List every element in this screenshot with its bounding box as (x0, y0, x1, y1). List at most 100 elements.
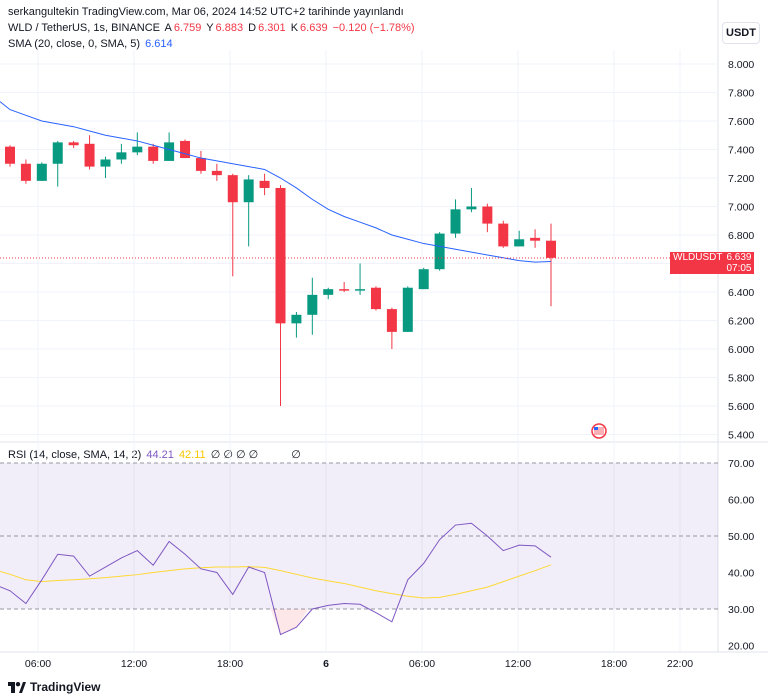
price-tick-label: 6.800 (728, 230, 754, 242)
sma-value: 6.614 (145, 38, 173, 50)
last-price-value: 6.639 (726, 252, 752, 263)
candle-up (402, 287, 413, 332)
rsi-tick-label: 30.00 (728, 604, 754, 616)
candle-up (100, 159, 111, 167)
candle-up (418, 269, 429, 290)
candle-down (530, 237, 541, 241)
candle-up (355, 289, 366, 291)
candle-down (5, 146, 15, 164)
time-tick-label: 12:00 (505, 658, 531, 670)
high-value: 6.883 (215, 22, 244, 34)
tradingview-logo[interactable]: TradingView (8, 680, 100, 694)
candle-down (498, 223, 509, 247)
candle-down (339, 289, 350, 291)
open-value: 6.759 (173, 22, 202, 34)
time-tick-label: 06:00 (409, 658, 435, 670)
candle-up (307, 294, 318, 315)
sma-legend: SMA (20, close, 0, SMA, 5) 6.614 (8, 38, 175, 50)
candle-up (434, 233, 445, 270)
candle-down (259, 180, 270, 188)
candle-up (116, 152, 127, 160)
symbol-name: WLD / TetherUS, 1s, BINANCE (8, 22, 161, 34)
rsi-placeholder-2: ∅ (291, 449, 301, 461)
time-tick-label: 06:00 (25, 658, 51, 670)
rsi-ma-value: 42.11 (178, 449, 206, 461)
high-label: Y (206, 22, 214, 34)
price-tick-label: 6.200 (728, 316, 754, 328)
candle-up (243, 179, 254, 203)
candle-up (36, 163, 47, 181)
time-tick-label: 22:00 (667, 658, 693, 670)
candle-down (227, 175, 238, 203)
last-price-tag: WLDUSDT 6.639 07:05 (670, 252, 755, 274)
price-tick-label: 5.400 (728, 430, 754, 442)
candle-up (291, 314, 302, 324)
rsi-ma-line (0, 564, 552, 599)
last-price-symbol: WLDUSDT (673, 252, 723, 263)
rsi-line (0, 522, 552, 636)
currency-button[interactable]: USDT (722, 22, 760, 44)
candle-down (195, 158, 206, 171)
rsi-tick-label: 20.00 (728, 641, 754, 653)
candle-up (164, 142, 175, 161)
candle-up (450, 209, 461, 234)
time-tick-label: 12:00 (121, 658, 147, 670)
candle-down (546, 240, 556, 258)
low-value: 6.301 (258, 22, 286, 34)
sma-line (0, 101, 552, 263)
economic-event-icon (591, 423, 607, 439)
rsi-tick-label: 50.00 (728, 531, 754, 543)
change-value: −0.120 (−1.78%) (332, 22, 415, 34)
candles (5, 132, 556, 406)
price-tick-label: 7.800 (728, 88, 754, 100)
rsi-tick-label: 40.00 (728, 568, 754, 580)
rsi-placeholders: ∅ ∅ ∅ ∅ (210, 449, 259, 461)
price-tick-label: 6.000 (728, 344, 754, 356)
time-tick-label: 18:00 (217, 658, 243, 670)
price-tick-label: 8.000 (728, 59, 754, 71)
close-value: 6.639 (300, 22, 328, 34)
tv-logo-icon (8, 681, 26, 693)
candle-up (514, 239, 525, 247)
open-label: A (164, 22, 172, 34)
candle-up (466, 206, 477, 210)
price-tick-label: 7.000 (728, 202, 754, 214)
candle-down (20, 163, 31, 181)
price-tick-label: 5.600 (728, 401, 754, 413)
price-tick-label: 7.200 (728, 173, 754, 185)
rsi-label: RSI (14, close, SMA, 14, 2) (8, 449, 142, 461)
low-label: D (248, 22, 257, 34)
candle-up (323, 289, 334, 295)
rsi-legend: RSI (14, close, SMA, 14, 2) 44.21 42.11 … (8, 448, 303, 461)
candle-down (211, 170, 222, 176)
candle-down (386, 309, 397, 332)
flag-canton (594, 427, 598, 430)
candle-down (68, 142, 79, 146)
rsi-tick-label: 60.00 (728, 495, 754, 507)
sma-label: SMA (20, close, 0, SMA, 5) (8, 38, 141, 50)
candle-up (132, 146, 143, 153)
candle-down (180, 140, 191, 159)
overlays (0, 101, 718, 439)
price-tick-label: 5.800 (728, 373, 754, 385)
rsi-axis: 70.00 60.00 50.00 40.00 30.00 20.00 (728, 458, 754, 653)
candle-down (482, 206, 493, 224)
candle-up (52, 142, 63, 164)
brand-name: TradingView (30, 680, 101, 694)
price-tick-label: 7.400 (728, 145, 754, 157)
time-tick-label: 6 (323, 658, 329, 670)
price-axis: 8.0007.8007.6007.4007.2007.0006.8006.600… (728, 59, 754, 442)
time-tick-label: 18:00 (601, 658, 627, 670)
event-icon-ring (591, 423, 607, 439)
countdown: 07:05 (726, 263, 752, 274)
time-axis: 06:00 12:00 18:00 6 06:00 12:00 18:00 22:00 (25, 658, 693, 670)
candle-down (148, 146, 159, 161)
candle-down (275, 187, 286, 324)
oversold-fill (270, 609, 309, 635)
price-tick-label: 6.400 (728, 287, 754, 299)
symbol-legend: WLD / TetherUS, 1s, BINANCE A 6.759 Y 6.88… (8, 22, 417, 34)
close-label: K (290, 22, 299, 34)
publish-info: serkangultekin TradingView.com, Mar 06, … (8, 6, 404, 18)
rsi-tick-label: 70.00 (728, 458, 754, 470)
